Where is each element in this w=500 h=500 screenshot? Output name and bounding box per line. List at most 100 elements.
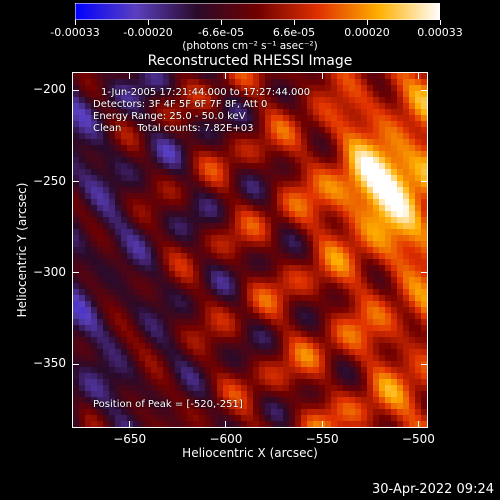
heatmap-cell (301, 343, 308, 350)
heatmap-cell (379, 337, 386, 344)
heatmap-cell (109, 175, 116, 182)
heatmap-cell (391, 403, 398, 410)
heatmap-cell (385, 331, 392, 338)
heatmap-cell (337, 187, 344, 194)
heatmap-cell (325, 379, 332, 386)
heatmap-cell (301, 361, 308, 368)
heatmap-cell (181, 163, 188, 170)
heatmap-cell (73, 103, 80, 110)
heatmap-cell (235, 79, 242, 86)
heatmap-cell (373, 103, 380, 110)
heatmap-cell (181, 181, 188, 188)
heatmap-cell (349, 109, 356, 116)
heatmap-cell (355, 145, 362, 152)
heatmap-cell (121, 391, 128, 398)
heatmap-cell (379, 385, 386, 392)
heatmap-cell (217, 157, 224, 164)
heatmap-cell (271, 247, 278, 254)
heatmap-cell (343, 151, 350, 158)
heatmap-cell (367, 229, 374, 236)
y-axis-label: Heliocentric Y (arcsec) (15, 182, 29, 318)
heatmap-cell (163, 85, 170, 92)
heatmap-cell (295, 313, 302, 320)
colorbar-tick-label: 6.6e-05 (272, 26, 316, 39)
heatmap-cell (265, 79, 272, 86)
heatmap-cell (235, 397, 242, 404)
heatmap-cell (103, 229, 110, 236)
heatmap-cell (151, 313, 158, 320)
heatmap-cell (229, 421, 236, 427)
heatmap-cell (205, 409, 212, 416)
heatmap-cell (409, 277, 416, 284)
heatmap-cell (349, 229, 356, 236)
heatmap-cell (253, 163, 260, 170)
heatmap-cell (289, 121, 296, 128)
heatmap-cell (337, 241, 344, 248)
heatmap-cell (229, 115, 236, 122)
heatmap-cell (331, 361, 338, 368)
heatmap-cell (367, 331, 374, 338)
heatmap-cell (421, 325, 427, 332)
heatmap-cell (385, 121, 392, 128)
heatmap-cell (409, 361, 416, 368)
heatmap-cell (163, 217, 170, 224)
heatmap-cell (325, 397, 332, 404)
heatmap-cell (121, 307, 128, 314)
heatmap-cell (181, 145, 188, 152)
heatmap-cell (247, 247, 254, 254)
heatmap-cell (97, 259, 104, 266)
heatmap-cell (229, 277, 236, 284)
heatmap-cell (103, 85, 110, 92)
heatmap-cell (217, 193, 224, 200)
heatmap-cell (103, 349, 110, 356)
heatmap-cell (403, 73, 410, 80)
heatmap-cell (139, 91, 146, 98)
heatmap-cell (73, 277, 80, 284)
heatmap-cell (331, 229, 338, 236)
heatmap-cell (163, 361, 170, 368)
heatmap-cell (259, 217, 266, 224)
heatmap-cell (157, 271, 164, 278)
heatmap-cell (139, 283, 146, 290)
heatmap-cell (343, 139, 350, 146)
heatmap-cell (205, 235, 212, 242)
heatmap-cell (229, 367, 236, 374)
heatmap-cell (133, 109, 140, 116)
heatmap-cell (85, 367, 92, 374)
heatmap-cell (361, 181, 368, 188)
heatmap-cell (211, 343, 218, 350)
heatmap-cell (415, 265, 422, 272)
heatmap-cell (349, 349, 356, 356)
heatmap-cell (91, 139, 98, 146)
heatmap-cell (235, 253, 242, 260)
heatmap-cell (271, 91, 278, 98)
heatmap-cell (277, 169, 284, 176)
heatmap-cell (133, 175, 140, 182)
heatmap-cell (403, 109, 410, 116)
heatmap-cell (361, 373, 368, 380)
heatmap-cell (319, 319, 326, 326)
heatmap-cell (265, 151, 272, 158)
heatmap-cell (241, 295, 248, 302)
heatmap-cell (265, 103, 272, 110)
heatmap-cell (295, 73, 302, 80)
heatmap-cell (139, 367, 146, 374)
heatmap-cell (307, 181, 314, 188)
heatmap-cell (73, 79, 80, 86)
heatmap-cell (97, 211, 104, 218)
heatmap-cell (331, 247, 338, 254)
heatmap-cell (295, 133, 302, 140)
heatmap-cell (337, 331, 344, 338)
heatmap-cell (241, 235, 248, 242)
heatmap-cell (265, 73, 272, 80)
heatmap-cell (145, 205, 152, 212)
heatmap-cell (337, 409, 344, 416)
heatmap-cell (289, 127, 296, 134)
heatmap-cell (79, 385, 86, 392)
heatmap-cell (271, 379, 278, 386)
heatmap-cell (325, 271, 332, 278)
heatmap-cell (133, 157, 140, 164)
heatmap-cell (181, 277, 188, 284)
heatmap-cell (85, 205, 92, 212)
heatmap-cell (271, 115, 278, 122)
